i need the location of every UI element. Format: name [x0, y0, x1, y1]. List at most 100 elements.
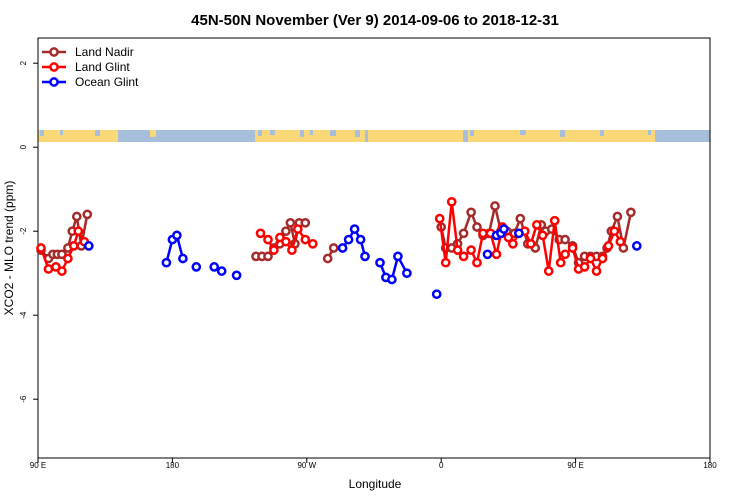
data-point: [472, 257, 482, 268]
legend-label: Land Glint: [75, 60, 130, 74]
data-point: [531, 220, 542, 230]
data-point: [281, 226, 291, 237]
chart-title: 45N-50N November (Ver 9) 2014-09-06 to 2…: [191, 12, 559, 29]
x-tick-label: 90 W: [297, 461, 316, 470]
data-point: [514, 228, 524, 239]
data-point: [263, 251, 273, 262]
ocean-segment: [118, 130, 255, 142]
ocean-segment: [463, 130, 468, 142]
data-point: [434, 213, 445, 224]
data-point: [543, 266, 554, 276]
coast-detail: [330, 130, 336, 136]
legend-marker: [49, 62, 59, 72]
y-tick-label: -2: [19, 227, 28, 235]
coast-detail: [95, 130, 100, 136]
data-point: [393, 251, 403, 262]
data-point: [328, 243, 339, 253]
data-point: [515, 213, 526, 224]
data-point: [292, 224, 303, 234]
coast-detail: [60, 130, 63, 135]
series-layer: [36, 196, 642, 300]
x-tick-label: 180: [703, 461, 717, 470]
data-point: [285, 217, 296, 228]
data-point: [402, 268, 412, 279]
data-point: [387, 274, 397, 285]
data-point: [83, 241, 94, 251]
y-axis: 2 0 -2 -4 -6: [19, 60, 38, 403]
data-point: [612, 211, 623, 222]
data-point: [560, 249, 570, 260]
ocean-segment: [365, 130, 368, 142]
x-tick-label: 90 E: [30, 461, 46, 470]
data-point: [472, 222, 482, 232]
data-point: [57, 266, 67, 276]
data-point: [349, 224, 360, 234]
legend-label: Land Nadir: [75, 45, 134, 59]
data-point: [560, 234, 570, 245]
coast-detail: [150, 130, 156, 137]
data-point: [503, 232, 514, 243]
y-axis-label: XCO2 - MLO trend (ppm): [2, 181, 16, 316]
data-point: [191, 262, 202, 272]
data-point: [555, 257, 566, 268]
coast-detail: [310, 130, 313, 135]
data-point: [567, 243, 578, 253]
data-point: [597, 253, 608, 264]
coast-detail: [648, 130, 651, 135]
data-point: [466, 245, 476, 255]
x-axis: 90 E 180 90 W 0 90 E 180: [30, 458, 717, 470]
data-point: [281, 236, 291, 247]
legend-marker: [49, 47, 59, 57]
legend-label: Ocean Glint: [75, 75, 139, 89]
x-tick-label: 0: [439, 461, 444, 470]
data-point: [82, 209, 93, 220]
data-point: [43, 264, 54, 274]
data-point: [375, 257, 385, 268]
data-point: [263, 234, 273, 245]
coast-detail: [560, 130, 565, 137]
data-point: [585, 253, 596, 264]
data-point: [591, 266, 602, 276]
coast-detail: [300, 130, 304, 137]
data-point: [631, 241, 642, 251]
data-point: [537, 230, 548, 241]
data-point: [466, 207, 476, 218]
data-point: [343, 234, 354, 245]
data-point: [287, 245, 297, 255]
y-tick-label: 2: [19, 60, 28, 65]
data-point: [490, 201, 500, 211]
data-point: [603, 241, 614, 251]
data-point: [579, 262, 590, 272]
series-land-glint: [36, 196, 626, 276]
data-point: [440, 257, 451, 268]
data-point: [231, 270, 242, 281]
data-point: [446, 196, 457, 207]
data-point: [322, 253, 333, 264]
ocean-segment: [655, 130, 710, 142]
data-point: [626, 207, 636, 218]
data-point: [307, 238, 318, 249]
data-point: [360, 251, 370, 262]
legend-item: Land Nadir: [42, 45, 134, 59]
data-point: [209, 262, 220, 272]
x-tick-label: 180: [166, 461, 180, 470]
data-point: [172, 230, 182, 241]
coast-detail: [600, 130, 604, 136]
x-axis-label: Longitude: [349, 477, 402, 491]
data-point: [36, 243, 46, 253]
data-point: [337, 243, 348, 253]
legend-item: Ocean Glint: [42, 75, 139, 89]
y-tick-label: -4: [19, 311, 28, 319]
data-point: [161, 257, 172, 268]
legend-item: Land Glint: [42, 60, 130, 74]
data-point: [255, 228, 266, 239]
coast-detail: [258, 130, 262, 136]
coast-detail: [270, 130, 275, 135]
data-point: [300, 217, 311, 228]
data-point: [499, 224, 509, 234]
y-tick-label: 0: [19, 144, 28, 149]
data-point: [431, 289, 442, 300]
coast-detail: [40, 130, 44, 136]
